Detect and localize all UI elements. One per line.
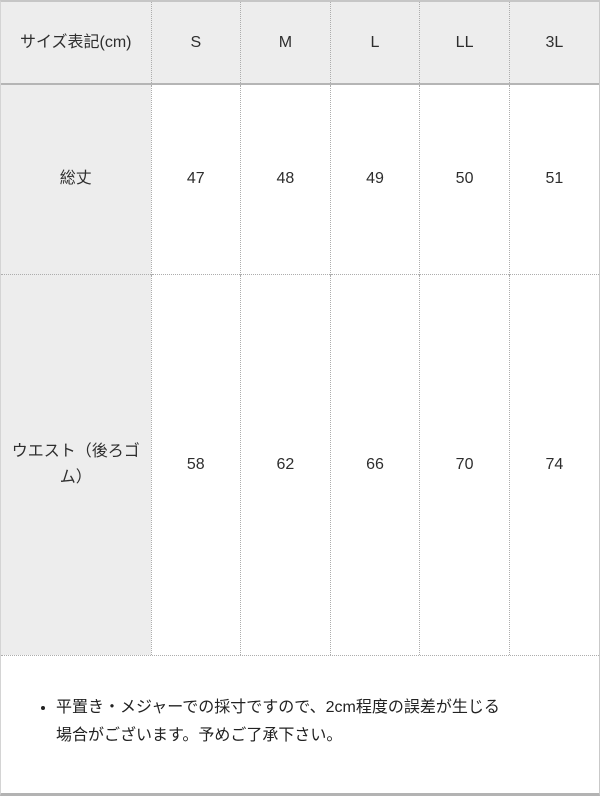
cell-waist-ll: 70 — [419, 273, 510, 655]
header-cell-size-3l: 3L — [508, 2, 599, 84]
size-table: サイズ表記(cm) S M L LL 3L 総丈 47 48 49 50 51 … — [1, 2, 599, 655]
cell-waist-m: 62 — [240, 273, 331, 655]
header-cell-size-m: M — [240, 2, 331, 84]
table-row-waist: ウエスト（後ろゴム） 58 62 66 70 74 — [1, 273, 599, 655]
cell-total-length-m: 48 — [240, 84, 331, 274]
cell-waist-l: 66 — [329, 273, 420, 655]
note-list: 平置き・メジャーでの採寸ですので、2cm程度の誤差が生じる場合がございます。予め… — [1, 694, 599, 756]
row-label-total-length: 総丈 — [1, 84, 151, 274]
cell-total-length-s: 47 — [150, 84, 241, 274]
header-cell-size-label: サイズ表記(cm) — [1, 2, 151, 84]
header-cell-size-s: S — [150, 2, 241, 84]
row-label-waist: ウエスト（後ろゴム） — [1, 273, 151, 655]
header-cell-size-ll: LL — [419, 2, 510, 84]
table-row-total-length: 総丈 47 48 49 50 51 — [1, 84, 599, 274]
cell-waist-3l: 74 — [508, 273, 599, 655]
header-cell-size-l: L — [329, 2, 420, 84]
cell-total-length-3l: 51 — [508, 84, 599, 274]
cell-total-length-l: 49 — [329, 84, 420, 274]
cell-waist-s: 58 — [150, 273, 241, 655]
measurement-disclaimer-note: 平置き・メジャーでの採寸ですので、2cm程度の誤差が生じる場合がございます。予め… — [56, 694, 511, 750]
size-table-header-row: サイズ表記(cm) S M L LL 3L — [1, 2, 599, 84]
measurement-note-section: 平置き・メジャーでの採寸ですので、2cm程度の誤差が生じる場合がございます。予め… — [1, 655, 599, 793]
cell-total-length-ll: 50 — [419, 84, 510, 274]
